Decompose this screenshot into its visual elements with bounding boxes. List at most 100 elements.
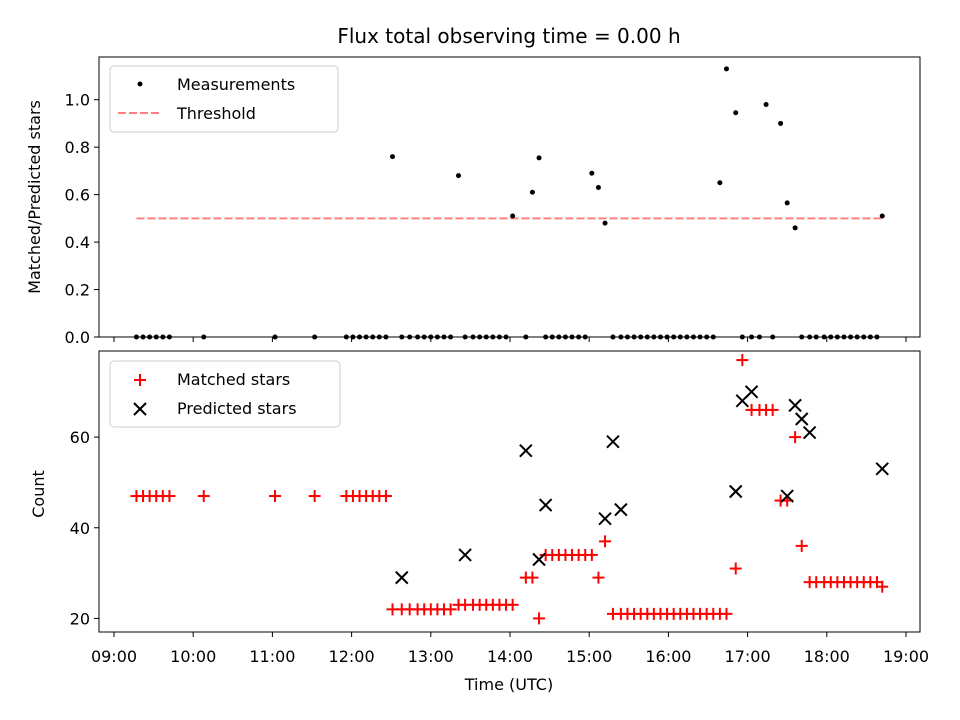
measurement-point	[778, 120, 784, 126]
bottom-x-tick-label: 12:00	[329, 647, 375, 666]
bottom-legend-frame	[109, 360, 341, 428]
predicted-star-point	[606, 434, 620, 449]
measurement-point	[733, 110, 739, 116]
predicted-star-point	[802, 425, 817, 440]
matched-star-point	[729, 562, 742, 575]
bottom-x-tick-label: 09:00	[91, 647, 137, 666]
top-y-axis-label: Matched/Predicted stars	[25, 100, 44, 294]
matched-star-point	[736, 354, 749, 367]
predicted-star-point	[598, 511, 612, 526]
predicted-star-point	[458, 548, 472, 562]
top-legend-threshold-label: Threshold	[176, 104, 256, 123]
predicted-star-marker-b	[458, 548, 472, 562]
predicted-star-marker-b	[538, 498, 553, 512]
bottom-y-tick-label: 20	[70, 609, 90, 628]
predicted-star-marker-b	[598, 511, 612, 526]
measurement-point	[784, 200, 790, 206]
matched-star-point	[876, 580, 889, 593]
bottom-y-axis-label: Count	[29, 470, 48, 518]
predicted-star-point	[744, 385, 759, 399]
predicted-star-point	[729, 484, 743, 499]
measurement-point	[763, 101, 769, 107]
predicted-star-point	[519, 444, 533, 458]
bottom-legend-matched-label: Matched stars	[177, 370, 290, 389]
matched-star-point	[308, 490, 321, 503]
predicted-star-marker-b	[788, 398, 802, 413]
top-legend-measurements-marker	[137, 81, 143, 87]
top-legend-measurements-label: Measurements	[177, 75, 295, 94]
measurement-point	[390, 154, 396, 160]
top-chart-title: Flux total observing time = 0.00 h	[337, 24, 680, 48]
matched-star-point	[766, 403, 779, 416]
matched-star-point	[269, 490, 282, 503]
measurement-point	[792, 225, 798, 231]
measurement-point	[723, 66, 729, 72]
matched-star-point	[533, 612, 546, 625]
matched-star-point	[720, 607, 733, 620]
predicted-star-marker-b	[606, 434, 620, 449]
matched-star-point	[526, 571, 539, 584]
measurement-point	[536, 155, 542, 161]
top-y-tick-label: 0.2	[65, 281, 90, 300]
predicted-star-marker-b	[614, 502, 628, 517]
bottom-x-tick-label: 10:00	[170, 647, 216, 666]
bottom-plot-frame	[98, 350, 921, 633]
measurement-point	[602, 220, 608, 226]
predicted-star-marker-b	[395, 570, 409, 585]
predicted-star-marker-b	[875, 462, 889, 476]
bottom-y-tick-label: 60	[70, 428, 90, 447]
predicted-star-marker-b	[532, 552, 546, 567]
matched-star-point	[506, 598, 519, 611]
bottom-legend: Matched stars Predicted stars	[109, 360, 341, 428]
measurement-point	[589, 170, 595, 176]
matched-star-point	[795, 539, 808, 552]
predicted-star-point	[538, 498, 553, 512]
measurement-point	[529, 189, 535, 195]
predicted-star-point	[795, 412, 809, 426]
predicted-star-marker-b	[795, 412, 809, 426]
top-y-tick-label: 0.6	[65, 186, 90, 205]
top-y-tick-label: 0.4	[65, 233, 90, 252]
predicted-star-point	[788, 398, 802, 413]
predicted-star-point	[395, 570, 409, 585]
bottom-x-tick-label: 11:00	[249, 647, 295, 666]
bottom-legend-matched-marker	[134, 374, 146, 386]
predicted-star-marker-b	[780, 489, 794, 503]
top-legend-frame	[109, 65, 339, 133]
measurement-point	[456, 173, 462, 179]
matched-star-point	[197, 490, 210, 503]
matched-star-point	[444, 603, 457, 616]
bottom-x-tick-label: 18:00	[804, 647, 850, 666]
bottom-x-tick-label: 16:00	[645, 647, 691, 666]
bottom-y-tick-label: 40	[70, 519, 90, 538]
bottom-x-tick-label: 13:00	[408, 647, 454, 666]
predicted-star-point	[614, 502, 628, 517]
predicted-star-point	[532, 552, 546, 567]
predicted-star-marker-b	[802, 425, 817, 440]
bottom-x-tick-label: 14:00	[487, 647, 533, 666]
bottom-legend-predicted-label: Predicted stars	[177, 399, 297, 418]
predicted-star-marker-b	[744, 385, 759, 399]
matched-star-point	[163, 490, 176, 503]
top-y-tick-label: 0.0	[65, 328, 90, 347]
top-y-tick-label: 0.8	[65, 138, 90, 157]
matched-star-point	[585, 548, 598, 561]
measurement-point	[879, 213, 885, 219]
top-plot-frame	[98, 56, 921, 338]
matched-star-point	[379, 490, 392, 503]
x-axis-label: Time (UTC)	[464, 675, 553, 694]
predicted-star-marker-b	[519, 444, 533, 458]
bottom-legend-predicted-marker	[133, 402, 147, 416]
matched-star-point	[599, 535, 612, 548]
predicted-star-point	[780, 489, 794, 503]
top-legend: Measurements Threshold	[109, 65, 339, 133]
bottom-x-tick-label: 19:00	[883, 647, 929, 666]
matched-star-point	[789, 431, 802, 444]
measurement-point	[717, 180, 723, 186]
measurement-point	[595, 185, 601, 191]
measurement-point	[510, 213, 516, 219]
predicted-star-marker-b	[729, 484, 743, 499]
matched-star-point	[592, 571, 605, 584]
bottom-x-tick-label: 15:00	[566, 647, 612, 666]
